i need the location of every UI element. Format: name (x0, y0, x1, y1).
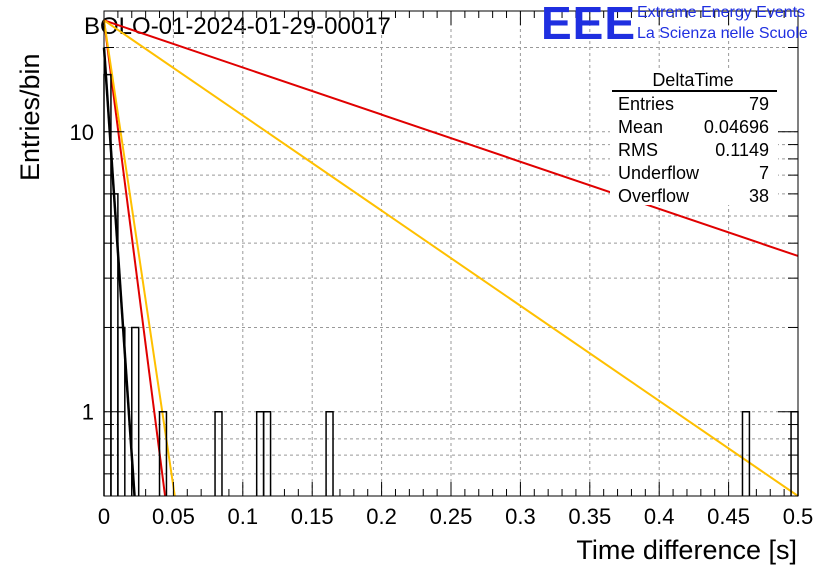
stats-box-background (610, 70, 778, 205)
stats-value-mean: 0.04696 (704, 117, 769, 137)
x-tick-label: 0 (98, 504, 110, 529)
fit-curve (103, 20, 176, 497)
histogram-bin (325, 410, 334, 496)
x-tick-label: 0.35 (568, 504, 611, 529)
histogram-bin (214, 410, 223, 496)
logo-text-line-1: Extreme Energy Events (637, 4, 806, 21)
x-tick-label: 0.25 (430, 504, 473, 529)
fit-curve (103, 19, 799, 497)
run-title: BOLO-01-2024-01-29-00017 (84, 13, 391, 40)
stats-value-entries: 79 (749, 94, 769, 114)
x-tick-label: 0.5 (783, 504, 814, 529)
x-tick-label: 0.15 (291, 504, 334, 529)
x-tick-label: 0.45 (707, 504, 750, 529)
x-tick-label: 0.4 (644, 504, 675, 529)
x-tick-label: 0.3 (505, 504, 536, 529)
fit-curve (102, 47, 136, 497)
stats-value-rms: 0.1149 (715, 140, 769, 160)
stats-label-overflow: Overflow (618, 186, 690, 206)
histogram-bin (131, 326, 140, 496)
y-tick-label: 10 (70, 120, 94, 145)
stats-label-rms: RMS (618, 140, 658, 160)
x-tick-label: 0.2 (366, 504, 397, 529)
eee-logo-mark: EEE (541, 0, 637, 49)
x-tick-label: 0.1 (228, 504, 259, 529)
fit-curves (102, 19, 799, 497)
stats-value-overflow: 38 (749, 186, 769, 206)
stats-label-underflow: Underflow (618, 163, 700, 183)
stats-label-entries: Entries (618, 94, 674, 114)
y-tick-label: 1 (82, 400, 94, 425)
axis-ticks (103, 11, 799, 497)
histogram-bin (262, 410, 272, 496)
fit-curve (103, 19, 799, 257)
x-tick-labels: 0 0.05 0.1 0.15 0.2 0.25 0.3 0.35 0.4 0.45 0.5 (98, 504, 813, 529)
y-axis-label: Entries/bin (15, 53, 45, 181)
x-tick-label: 0.05 (152, 504, 195, 529)
fit-curve (103, 20, 167, 497)
x-axis-label: Time difference [s] (576, 535, 797, 565)
stats-label-mean: Mean (618, 117, 663, 137)
stats-value-underflow: 7 (759, 163, 769, 183)
histogram-bin (158, 410, 168, 496)
logo-text-line-2: La Scienza nelle Scuole (637, 25, 808, 42)
y-tick-labels: 1 10 (70, 120, 94, 425)
histogram-bin (741, 410, 751, 496)
stats-box: DeltaTime Entries 79 Mean 0.04696 RMS 0.… (610, 70, 778, 206)
stats-box-title: DeltaTime (652, 70, 733, 90)
